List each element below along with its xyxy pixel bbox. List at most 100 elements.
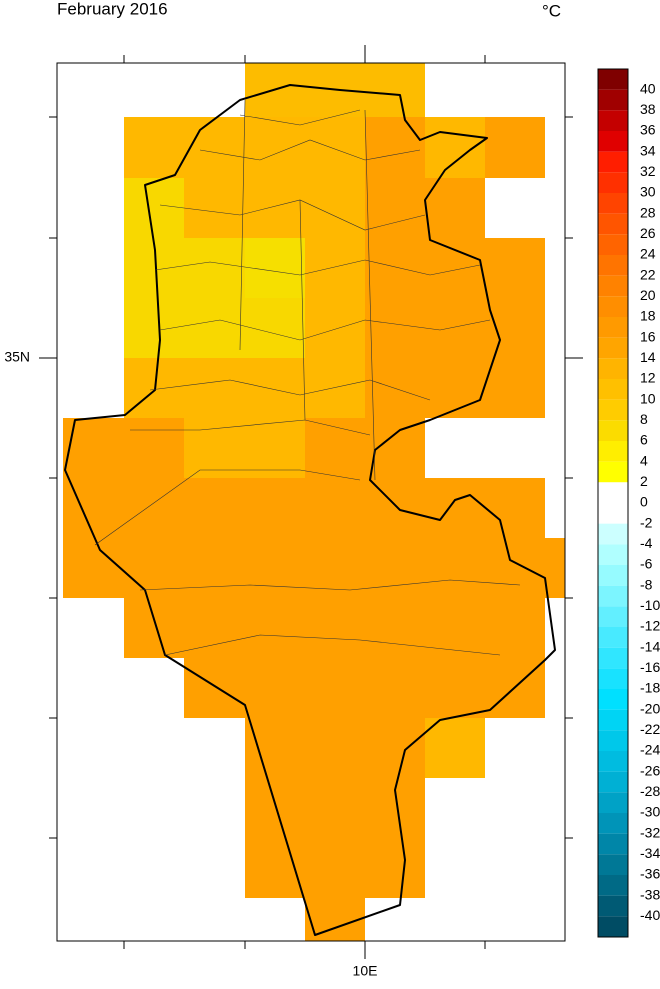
color-box xyxy=(598,441,628,462)
color-box xyxy=(598,730,628,751)
grid-cell xyxy=(245,718,425,778)
colorbar-label: -40 xyxy=(640,907,660,923)
color-box xyxy=(598,627,628,648)
grid-cell xyxy=(365,238,545,298)
colorbar-label: 34 xyxy=(640,142,656,158)
colorbar-label: -2 xyxy=(640,514,653,530)
colorbar-label: -28 xyxy=(640,783,660,799)
color-box xyxy=(598,585,628,607)
grid-cell xyxy=(124,358,365,418)
color-box xyxy=(598,482,628,503)
colorbar-label: 6 xyxy=(640,432,648,448)
grid-cell xyxy=(63,418,184,478)
color-box xyxy=(598,296,628,317)
colorbar-label: 38 xyxy=(640,101,656,117)
colorbar-label: -26 xyxy=(640,762,660,778)
colorbar-label: -4 xyxy=(640,535,653,551)
grid-cell xyxy=(245,238,305,298)
colorbar-label: 0 xyxy=(640,494,648,510)
colorbar-label: 18 xyxy=(640,308,656,324)
colorbar-label: 8 xyxy=(640,411,648,427)
color-box xyxy=(598,193,628,214)
color-box xyxy=(598,131,628,152)
colorbar-label: -6 xyxy=(640,556,653,572)
color-box xyxy=(598,110,628,131)
colorbar-label: -8 xyxy=(640,576,653,592)
color-box xyxy=(598,792,628,813)
colorbar-frame xyxy=(597,68,629,938)
region-borders xyxy=(94,99,521,656)
grid-cell xyxy=(305,298,365,358)
grid-cell xyxy=(184,418,305,478)
colorbar-label: 14 xyxy=(640,349,656,365)
colorbar-label: -24 xyxy=(640,742,660,758)
grid-cell xyxy=(425,718,485,778)
color-box xyxy=(598,503,628,524)
grid-cell xyxy=(305,238,365,298)
colorbar-label: 2 xyxy=(640,473,648,489)
lon-label: 10E xyxy=(353,963,378,979)
colorbar-label: 16 xyxy=(640,328,656,344)
colorbar-label: 28 xyxy=(640,204,656,220)
color-box xyxy=(598,358,628,379)
grid-cell xyxy=(124,598,545,658)
color-box xyxy=(598,689,628,710)
colorbar-label: -36 xyxy=(640,866,660,882)
color-box xyxy=(598,275,628,297)
color-box xyxy=(598,771,628,793)
colorbar: 4038363432302826242220181614121086420-2-… xyxy=(597,68,660,938)
colorbar-label: -38 xyxy=(640,886,660,902)
grid-cell xyxy=(485,117,545,178)
color-box xyxy=(598,151,628,173)
colorbar-label: 4 xyxy=(640,452,648,468)
color-box xyxy=(598,895,628,917)
colorbar-label: 40 xyxy=(640,80,656,96)
title: February 2016 xyxy=(57,0,168,18)
colorbar-label: -12 xyxy=(640,618,660,634)
grid-cell xyxy=(184,658,545,718)
colorbar-label: -20 xyxy=(640,700,660,716)
country-border xyxy=(64,84,556,936)
color-box xyxy=(598,89,628,111)
color-box xyxy=(598,317,628,338)
color-box xyxy=(598,647,628,669)
color-box xyxy=(598,565,628,586)
grid-cells xyxy=(63,63,565,941)
colorbar-label: 36 xyxy=(640,122,656,138)
color-box xyxy=(598,461,628,483)
grid-cell xyxy=(365,298,545,358)
color-box xyxy=(598,833,628,855)
colorbar-label: 24 xyxy=(640,246,656,262)
colorbar-label: -22 xyxy=(640,721,660,737)
colorbar-label: 20 xyxy=(640,287,656,303)
color-box xyxy=(598,213,628,235)
color-box xyxy=(598,813,628,834)
grid-cell xyxy=(63,538,565,598)
colorbar-label: -14 xyxy=(640,638,660,654)
grid-cell xyxy=(365,358,545,418)
color-box xyxy=(598,255,628,276)
color-box xyxy=(598,234,628,255)
grid-cell xyxy=(425,117,485,178)
color-box xyxy=(598,751,628,772)
color-box xyxy=(598,875,628,896)
color-box xyxy=(598,606,628,627)
grid-cell xyxy=(245,838,425,898)
color-box xyxy=(598,399,628,421)
color-box xyxy=(598,916,628,937)
color-box xyxy=(598,668,628,689)
colorbar-label: -34 xyxy=(640,845,660,861)
color-box xyxy=(598,379,628,400)
grid-cell xyxy=(365,117,425,178)
colorbar-label: 12 xyxy=(640,370,656,386)
grid-cell xyxy=(124,178,184,238)
colorbar-label: 30 xyxy=(640,184,656,200)
unit: °C xyxy=(542,1,561,20)
colorbar-label: -30 xyxy=(640,804,660,820)
frame-ticks xyxy=(39,45,583,959)
color-box xyxy=(598,69,628,90)
color-box xyxy=(598,523,628,545)
color-box xyxy=(598,544,628,565)
